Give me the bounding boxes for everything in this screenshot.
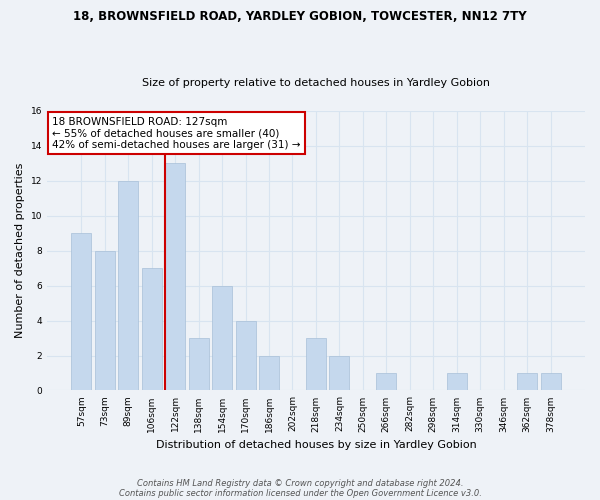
Bar <box>329 356 349 390</box>
Bar <box>306 338 326 390</box>
Bar <box>212 286 232 391</box>
Bar <box>541 373 560 390</box>
Bar <box>188 338 209 390</box>
Bar <box>118 181 138 390</box>
Bar <box>142 268 162 390</box>
Text: Contains HM Land Registry data © Crown copyright and database right 2024.: Contains HM Land Registry data © Crown c… <box>137 478 463 488</box>
Text: 18, BROWNSFIELD ROAD, YARDLEY GOBION, TOWCESTER, NN12 7TY: 18, BROWNSFIELD ROAD, YARDLEY GOBION, TO… <box>73 10 527 23</box>
X-axis label: Distribution of detached houses by size in Yardley Gobion: Distribution of detached houses by size … <box>155 440 476 450</box>
Bar <box>236 320 256 390</box>
Bar <box>71 234 91 390</box>
Title: Size of property relative to detached houses in Yardley Gobion: Size of property relative to detached ho… <box>142 78 490 88</box>
Y-axis label: Number of detached properties: Number of detached properties <box>15 163 25 338</box>
Bar <box>517 373 537 390</box>
Text: 18 BROWNSFIELD ROAD: 127sqm
← 55% of detached houses are smaller (40)
42% of sem: 18 BROWNSFIELD ROAD: 127sqm ← 55% of det… <box>52 116 301 150</box>
Bar <box>259 356 279 390</box>
Bar <box>165 164 185 390</box>
Bar <box>447 373 467 390</box>
Text: Contains public sector information licensed under the Open Government Licence v3: Contains public sector information licen… <box>119 488 481 498</box>
Bar <box>95 250 115 390</box>
Bar <box>376 373 397 390</box>
